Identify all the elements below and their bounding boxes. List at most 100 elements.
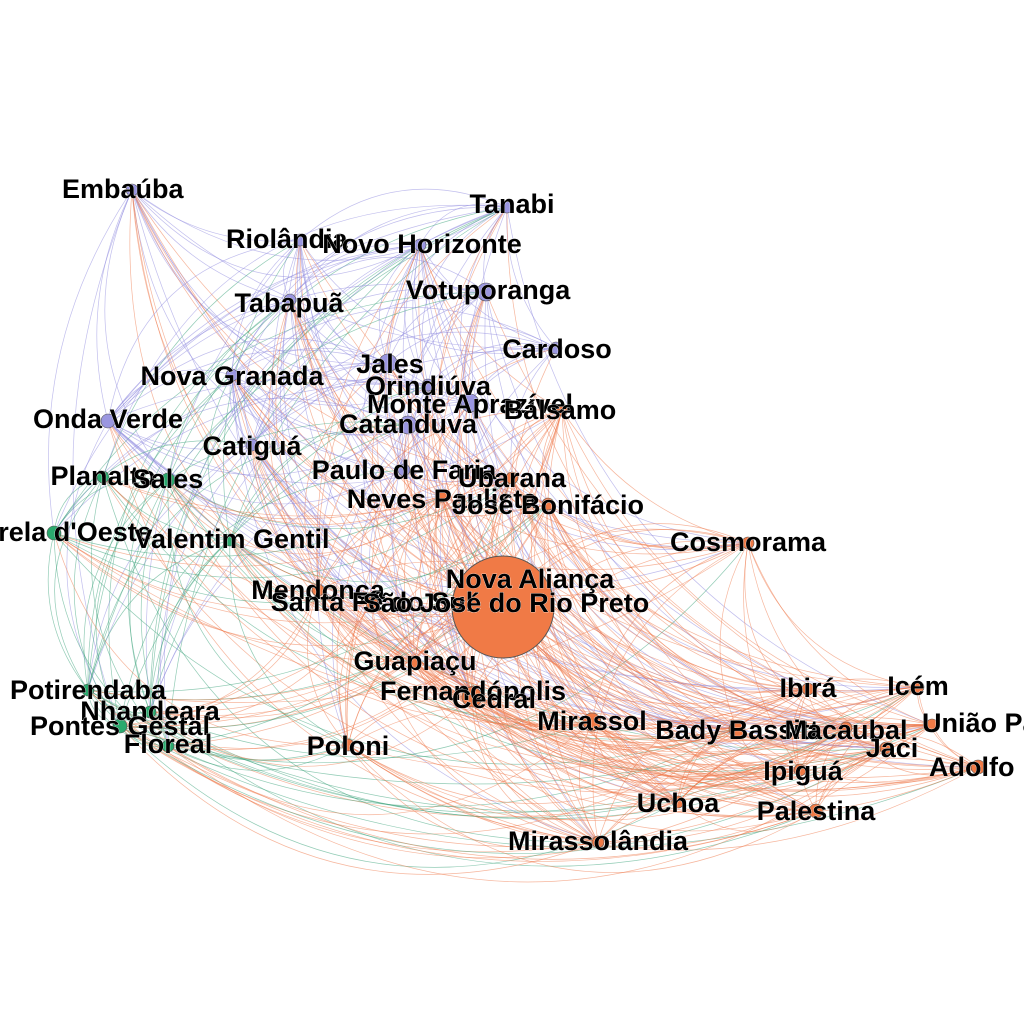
node-uchoa[interactable] — [671, 795, 685, 809]
node-tabapua[interactable] — [283, 293, 297, 307]
node-onda-verde[interactable] — [100, 413, 116, 429]
edge — [360, 469, 405, 604]
node-ipigua[interactable] — [793, 763, 807, 777]
edge — [317, 589, 593, 727]
node-planalto[interactable] — [96, 470, 110, 484]
node-label-paulo-de-faria: Paulo de Faria — [312, 455, 498, 485]
node-riolandia[interactable] — [293, 233, 307, 247]
node-sao-jose-do-rio-preto[interactable] — [451, 555, 555, 659]
node-label-onda-verde: Onda Verde — [33, 404, 183, 434]
edge — [251, 331, 557, 446]
node-label-fernandopolis: Fernandópolis — [380, 676, 566, 706]
edge — [87, 689, 349, 761]
edge — [376, 244, 474, 693]
node-uniao-paulista[interactable] — [925, 718, 939, 732]
node-bady-bassitt[interactable] — [728, 720, 746, 738]
node-macaubal[interactable] — [839, 721, 853, 735]
node-embauba[interactable] — [125, 183, 139, 197]
node-catanduva[interactable] — [398, 415, 418, 435]
edge — [561, 409, 847, 729]
node-label-santa-fe-do-sul: Santa Fé do Sul — [271, 587, 474, 617]
edge — [53, 244, 421, 534]
node-potirendaba[interactable] — [81, 683, 95, 697]
edge — [317, 589, 887, 766]
node-neves-paulista[interactable] — [435, 489, 449, 503]
edge — [429, 495, 599, 843]
edge — [419, 495, 474, 693]
node-orindiuva[interactable] — [421, 378, 435, 392]
edge — [231, 374, 738, 730]
edge — [149, 589, 319, 713]
edge — [299, 188, 508, 241]
edge — [547, 503, 919, 692]
node-mirassolandia[interactable] — [591, 835, 605, 849]
node-poloni[interactable] — [341, 738, 355, 752]
edge — [597, 757, 979, 843]
node-ubarana[interactable] — [505, 471, 519, 485]
edge — [48, 189, 133, 534]
node-santa-fe-do-sul[interactable] — [365, 596, 379, 610]
node-jaci[interactable] — [879, 741, 893, 755]
node-catigua[interactable] — [245, 438, 259, 452]
edge — [131, 189, 473, 698]
node-cardoso[interactable] — [549, 341, 563, 355]
node-label-nova-alianca: Nova Aliança — [446, 564, 616, 594]
node-label-neves-paulista: Neves Paulista — [347, 484, 539, 514]
edge — [119, 409, 563, 727]
node-sales[interactable] — [160, 472, 176, 488]
node-jose-bonifacio[interactable] — [541, 497, 555, 511]
edge — [419, 244, 809, 690]
node-balsamo[interactable] — [555, 403, 569, 417]
node-mendonca[interactable] — [311, 583, 325, 597]
edge — [677, 761, 801, 803]
edge — [95, 479, 169, 727]
edge — [53, 532, 169, 747]
edge — [167, 744, 349, 771]
edge — [87, 539, 231, 691]
edge — [347, 724, 933, 848]
edge — [347, 744, 599, 849]
node-estrela-doeste[interactable] — [46, 525, 62, 541]
edge — [298, 239, 409, 426]
edge — [131, 189, 301, 242]
edge — [131, 189, 421, 278]
edge — [807, 686, 919, 705]
edge — [53, 440, 253, 534]
node-floreal[interactable] — [161, 739, 175, 753]
edge — [347, 744, 979, 851]
edge — [345, 477, 513, 746]
edge — [390, 424, 473, 698]
edge — [317, 589, 933, 739]
node-novo-horizonte[interactable] — [413, 238, 427, 252]
node-nhandeara[interactable] — [143, 705, 157, 719]
node-monte-aprazivel[interactable] — [460, 393, 480, 413]
node-valentim-gentil[interactable] — [223, 533, 237, 547]
node-jales[interactable] — [378, 353, 398, 373]
node-label-monte-aprazivel: Monte Aprazível — [367, 389, 573, 419]
node-pontes-gestal[interactable] — [112, 718, 128, 734]
edge — [299, 239, 405, 471]
node-nova-granada[interactable] — [225, 368, 239, 382]
edge — [677, 801, 817, 832]
node-votuporanga[interactable] — [476, 282, 496, 302]
edge — [229, 495, 443, 555]
node-mirassol[interactable] — [582, 712, 602, 732]
node-label-orindiuva: Orindiúva — [365, 371, 492, 401]
node-label-guapiacu: Guapiaçu — [353, 646, 476, 676]
node-adolfo[interactable] — [970, 759, 986, 775]
node-ibira[interactable] — [801, 682, 815, 696]
node-palestina[interactable] — [808, 803, 824, 819]
node-paulo-de-faria[interactable] — [397, 463, 411, 477]
node-guapiacu[interactable] — [408, 655, 422, 669]
edge — [229, 374, 253, 446]
node-tanabi[interactable] — [500, 200, 514, 214]
edge — [347, 744, 679, 821]
node-cedral[interactable] — [461, 686, 483, 708]
edge — [464, 291, 487, 404]
node-icem[interactable] — [911, 680, 925, 694]
node-label-bady-bassitt: Bady Bassitt — [655, 715, 819, 745]
node-cosmorama[interactable] — [741, 536, 755, 550]
edge — [149, 409, 563, 713]
edge — [441, 409, 563, 497]
edge — [347, 744, 887, 843]
